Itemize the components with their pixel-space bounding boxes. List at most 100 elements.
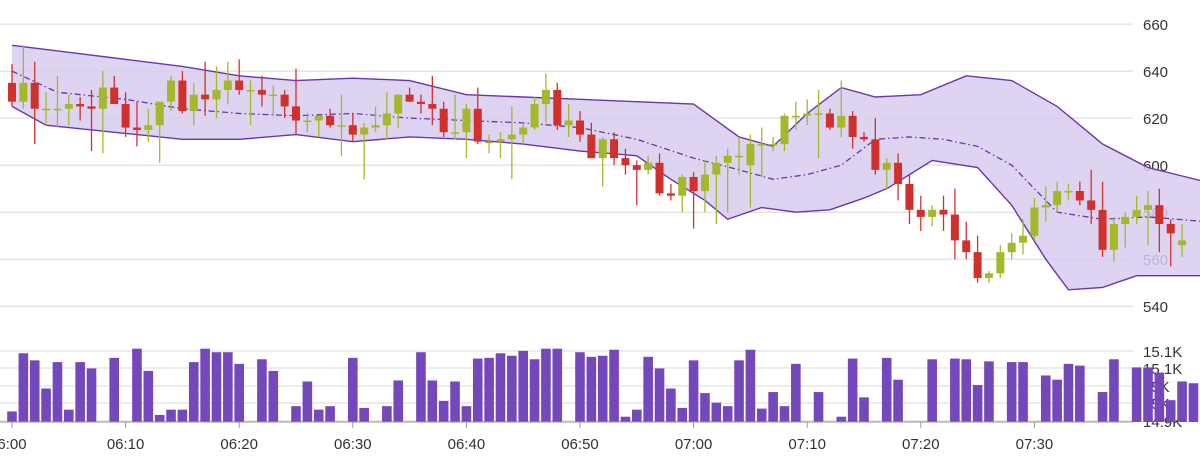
candle xyxy=(98,71,107,154)
x-tick-label: 06:50 xyxy=(561,436,599,453)
candle xyxy=(996,245,1005,279)
candle-body xyxy=(587,134,596,159)
candle-body xyxy=(394,94,403,114)
candle xyxy=(303,113,312,133)
candle xyxy=(110,75,119,105)
candle xyxy=(1098,181,1107,257)
volume-bar xyxy=(359,407,369,422)
candle xyxy=(405,87,414,102)
x-axis: 6:00 06:10 06:20 06:30 06:40 06:50 07:00 07:10 0… xyxy=(0,421,1133,453)
volume-bar xyxy=(472,358,483,422)
candle-body xyxy=(700,174,709,192)
candle-body xyxy=(746,144,755,166)
volume-bar xyxy=(211,352,222,422)
volume-bar xyxy=(484,357,494,422)
candle-body xyxy=(428,104,437,109)
volume-bar xyxy=(143,370,154,422)
volume-bars xyxy=(7,348,1199,423)
candle xyxy=(223,61,232,105)
candle xyxy=(53,75,62,128)
volume-bar xyxy=(200,348,210,422)
candle-body xyxy=(1007,242,1016,253)
candle xyxy=(1166,219,1175,267)
volume-bar xyxy=(52,362,63,422)
candle-body xyxy=(769,144,778,146)
volume-bar xyxy=(416,352,426,422)
candle xyxy=(916,195,925,232)
candle xyxy=(1007,233,1016,260)
candle-body xyxy=(1178,240,1187,246)
candle-body xyxy=(632,165,641,170)
candle xyxy=(269,85,278,116)
candle-body xyxy=(1019,235,1028,243)
volume-bar xyxy=(711,402,722,422)
volume-bar xyxy=(132,348,142,422)
candle-body xyxy=(610,139,619,159)
volume-bar xyxy=(382,406,392,422)
candle xyxy=(1041,186,1050,222)
candle xyxy=(1178,223,1187,257)
candle-body xyxy=(984,273,993,279)
candle xyxy=(837,80,846,137)
volume-bar xyxy=(586,356,597,422)
candle-body xyxy=(780,115,789,145)
volume-bar xyxy=(438,400,449,422)
candle xyxy=(1155,188,1164,253)
volume-bar xyxy=(507,355,517,422)
candle-body xyxy=(564,120,573,126)
candle xyxy=(462,104,471,159)
candle-body xyxy=(916,209,925,217)
candle-body xyxy=(519,127,528,135)
candle xyxy=(201,61,210,116)
candle-body xyxy=(507,134,516,140)
candle-body xyxy=(905,183,914,210)
volume-bar xyxy=(291,406,301,422)
volume-bar xyxy=(75,362,85,422)
candle-body xyxy=(576,120,584,135)
x-tick-label: 06:10 xyxy=(107,436,145,453)
candle-body xyxy=(1087,200,1096,210)
candle-body xyxy=(167,80,176,102)
candle-body xyxy=(30,82,39,109)
volume-bar xyxy=(632,409,642,422)
volume-bar xyxy=(1109,359,1119,422)
band-upper-line xyxy=(11,44,1200,182)
candle xyxy=(541,73,550,123)
candle xyxy=(791,101,800,130)
candle-body xyxy=(1064,191,1073,193)
volume-bar xyxy=(518,350,528,422)
candle xyxy=(473,87,482,145)
candle-body xyxy=(1166,223,1175,234)
candle-body xyxy=(371,125,380,128)
volume-bar xyxy=(541,348,551,422)
candle-body xyxy=(110,87,119,105)
candle-body xyxy=(598,139,607,159)
candle-body xyxy=(439,108,448,133)
volume-bar xyxy=(1018,362,1028,422)
candle xyxy=(439,101,448,137)
candle-body xyxy=(644,162,653,170)
candle-body xyxy=(280,94,289,107)
candle xyxy=(155,101,164,163)
candle xyxy=(451,94,460,140)
candle-body xyxy=(451,132,460,134)
candle xyxy=(394,94,403,128)
candle-body xyxy=(337,125,346,127)
volume-bar xyxy=(1177,381,1187,422)
candle-body xyxy=(360,127,369,135)
candle xyxy=(360,122,369,180)
volume-bar xyxy=(1188,383,1199,422)
candle-body xyxy=(64,104,73,109)
candle xyxy=(564,104,573,137)
volume-bar xyxy=(552,348,563,422)
candle-body xyxy=(235,80,244,90)
candle xyxy=(235,59,244,95)
candle-body xyxy=(882,162,891,170)
candle xyxy=(348,113,357,142)
volume-bar xyxy=(961,359,972,422)
candle-body xyxy=(1041,205,1050,208)
candle xyxy=(1144,191,1152,246)
volume-bar xyxy=(1063,363,1074,422)
candle xyxy=(905,174,914,224)
